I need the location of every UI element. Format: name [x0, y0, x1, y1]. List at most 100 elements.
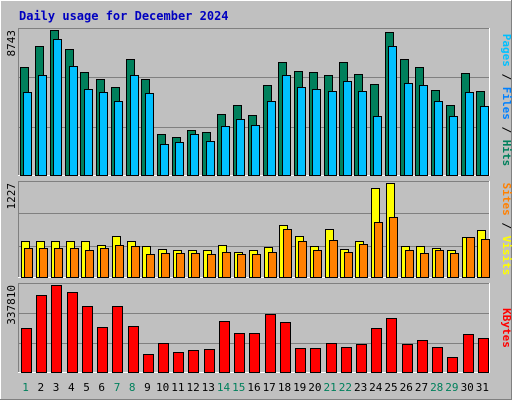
bar-sites-day-23	[359, 244, 368, 278]
x-label-day-13: 13	[202, 381, 215, 394]
bar-sites-day-10	[161, 253, 170, 278]
bar-pages-day-24	[373, 116, 382, 176]
x-label-day-6: 6	[98, 381, 105, 394]
bar-pages-day-26	[404, 83, 413, 176]
bar-sites-day-2	[39, 248, 48, 278]
bar-pages-day-27	[419, 85, 428, 176]
bar-kbytes-day-31	[478, 338, 489, 373]
y-max-label: 337810	[5, 285, 18, 325]
bar-kbytes-day-8	[128, 326, 139, 373]
bar-sites-day-31	[481, 239, 490, 278]
x-label-day-20: 20	[308, 381, 321, 394]
bar-kbytes-day-4	[67, 292, 78, 373]
bar-pages-day-10	[160, 144, 169, 176]
legend-entry: Visits	[500, 229, 512, 275]
bar-sites-day-29	[450, 253, 459, 278]
x-label-day-7: 7	[114, 381, 121, 394]
bar-kbytes-day-5	[82, 306, 93, 373]
bar-sites-day-13	[207, 254, 216, 278]
panel-visits-sites: 1227 Sites / Visits	[5, 181, 512, 278]
bar-sites-day-20	[313, 250, 322, 278]
bar-kbytes-day-1	[21, 328, 32, 373]
bar-sites-day-11	[176, 253, 185, 278]
bar-kbytes-day-2	[36, 295, 47, 373]
x-axis-labels: 1 2 3 4 5 6 7 8 9 10 11 12 13 14 15 16 17 18 19 20 21 22 23 24 2…	[22, 381, 489, 394]
bar-pages-day-28	[434, 101, 443, 176]
bar-kbytes-day-19	[295, 348, 306, 373]
bar-pages-day-25	[388, 46, 397, 176]
bar-sites-day-5	[85, 250, 94, 278]
legend-entry: /	[500, 67, 512, 81]
bar-sites-day-28	[435, 250, 444, 278]
bar-sites-day-8	[131, 246, 140, 278]
bar-kbytes-day-9	[143, 354, 154, 373]
panel-kbytes: 337810 KBytes	[5, 283, 512, 373]
bar-sites-day-30	[466, 237, 475, 278]
bar-kbytes-day-12	[188, 350, 199, 373]
bar-kbytes-day-10	[158, 343, 169, 373]
x-label-day-10: 10	[156, 381, 169, 394]
bar-kbytes-day-29	[447, 357, 458, 373]
bar-pages-day-15	[236, 119, 245, 176]
bar-sites-day-19	[298, 241, 307, 278]
bar-pages-day-29	[449, 116, 458, 176]
bar-sites-day-18	[283, 229, 292, 278]
bar-sites-day-15	[237, 254, 246, 278]
bar-pages-day-7	[114, 101, 123, 176]
bar-pages-day-4	[69, 66, 78, 176]
x-label-day-9: 9	[144, 381, 151, 394]
x-label-day-27: 27	[415, 381, 428, 394]
bar-pages-day-3	[53, 39, 62, 176]
legend-entry: Pages	[500, 34, 512, 67]
bar-kbytes-day-15	[234, 333, 245, 373]
bar-sites-day-17	[268, 252, 277, 278]
x-label-day-5: 5	[83, 381, 90, 394]
bar-sites-day-27	[420, 253, 429, 278]
bar-kbytes-day-26	[402, 344, 413, 373]
bar-pages-day-30	[465, 92, 474, 176]
bar-kbytes-day-30	[463, 334, 474, 373]
bar-pages-day-13	[206, 141, 215, 176]
x-label-day-18: 18	[278, 381, 291, 394]
x-label-day-30: 30	[461, 381, 474, 394]
legend-entry: Sites	[500, 183, 512, 216]
bar-pages-day-21	[328, 91, 337, 176]
bar-kbytes-day-3	[51, 285, 62, 373]
bar-sites-day-9	[146, 254, 155, 278]
bar-sites-day-21	[329, 240, 338, 278]
x-label-day-29: 29	[445, 381, 458, 394]
bar-kbytes-day-7	[112, 306, 123, 373]
legend-entry: /	[500, 120, 512, 134]
bar-pages-day-11	[175, 142, 184, 176]
bar-kbytes-day-16	[249, 333, 260, 373]
legend-kbytes: KBytes	[500, 308, 512, 348]
x-label-day-24: 24	[369, 381, 383, 394]
bar-pages-day-16	[251, 125, 260, 176]
bar-sites-day-16	[252, 254, 261, 278]
bar-sites-day-3	[54, 248, 63, 278]
x-label-day-25: 25	[384, 381, 397, 394]
bar-kbytes-day-20	[310, 348, 321, 373]
bar-sites-day-12	[191, 253, 200, 278]
bar-kbytes-day-18	[280, 322, 291, 373]
x-label-day-15: 15	[232, 381, 245, 394]
bar-pages-day-8	[130, 75, 139, 176]
legend-entry: /	[500, 216, 512, 230]
legend-entry: KBytes	[500, 308, 512, 348]
bar-pages-day-20	[312, 89, 321, 176]
bar-kbytes-day-27	[417, 340, 428, 373]
bar-pages-day-22	[343, 81, 352, 176]
bar-sites-day-25	[389, 217, 398, 278]
x-label-day-1: 1	[22, 381, 29, 394]
legend-entry: Hits	[500, 133, 512, 166]
bar-pages-day-2	[38, 75, 47, 176]
bar-pages-day-14	[221, 126, 230, 176]
bar-pages-day-31	[480, 106, 489, 176]
bar-pages-day-1	[23, 92, 32, 176]
y-max-label: 8743	[5, 30, 18, 57]
legend-hits-files-pages: Pages / Files / Hits	[500, 34, 512, 167]
bar-pages-day-12	[190, 134, 199, 176]
bar-pages-day-9	[145, 93, 154, 176]
x-label-day-16: 16	[247, 381, 260, 394]
